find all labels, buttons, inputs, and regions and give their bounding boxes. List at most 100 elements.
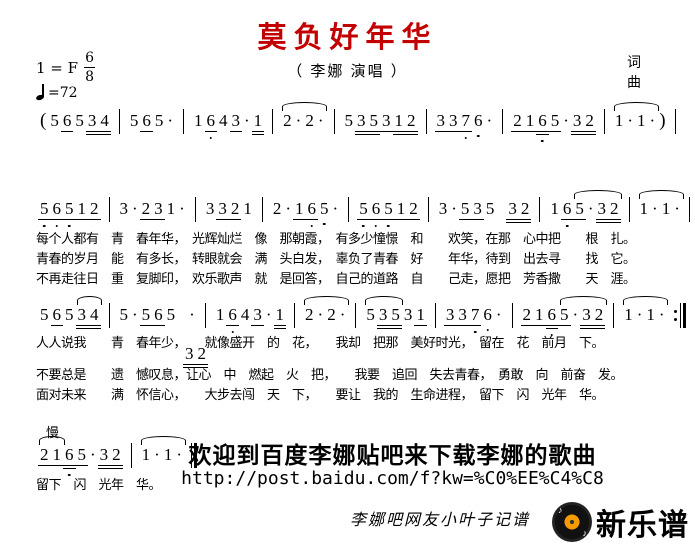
barline (425, 108, 427, 134)
measure: 2 · 2 · (301, 296, 350, 325)
note-token: 3 (403, 305, 413, 324)
note-token: · (627, 111, 634, 130)
low-octave-dot (310, 224, 314, 227)
note-token: · (132, 305, 138, 324)
thin-bar (679, 302, 681, 328)
low-octave-dot (68, 473, 71, 476)
note-token: 6 (50, 305, 63, 326)
note-token: 3 (376, 305, 389, 329)
thin-bar (674, 108, 676, 134)
low-octave-dot (550, 333, 554, 336)
note-token: 1 (251, 111, 264, 135)
barline (183, 108, 184, 134)
note-token: 1 (243, 199, 252, 218)
measure: 1 6 5 · 3 2 (546, 190, 623, 227)
note-token: 5 (357, 199, 370, 227)
measure: 3 3 7 6 · (433, 111, 497, 139)
note-token: · (285, 199, 292, 218)
barline (628, 196, 630, 222)
measure: 2 1 6 5 · 3 2 (509, 111, 598, 142)
note-token: 7 (459, 111, 472, 139)
note-token: · (179, 199, 185, 218)
music-line-intro: (5 6 5 3 4 5 6 5 · 1 6 4 3 · 1 2 · 2 · 5 3 5 3 1 2 3 3 7 6 · 2 1 6 5 · 3 2 1 ·… (36, 102, 676, 142)
low-octave-dot (323, 222, 326, 225)
note-token: · (652, 199, 658, 218)
note-token: 6 (560, 199, 573, 227)
low-octave-dot (477, 134, 480, 137)
measure: 1 · 1 ·) (611, 102, 670, 131)
note-token: 3 (456, 305, 469, 326)
quarter-note-icon (35, 84, 46, 102)
music-line-coda: 2 1 6 5 · 3 2 1 · 1 · (36, 436, 198, 476)
barline (272, 108, 274, 134)
note-token: · (658, 305, 665, 324)
note-token: 1 (550, 199, 559, 218)
note-token: 3 (216, 199, 229, 220)
note-token: · (189, 305, 195, 324)
note-token: 5 (573, 199, 586, 220)
note-token: · (587, 199, 594, 218)
barline (502, 108, 504, 134)
note-token: 2 (405, 111, 417, 135)
vinyl-record-icon (552, 502, 592, 542)
note-token: 1 (394, 199, 407, 220)
subtitle-performer: （ 李娜 演唱 ） (287, 63, 408, 80)
note-token: 3 (434, 111, 447, 132)
barline (603, 108, 605, 134)
note-token: 1 (624, 305, 633, 324)
promo-text: 欢迎到百度李娜贴吧来下载李娜的歌曲 (188, 442, 597, 469)
barline (294, 302, 296, 328)
barline (348, 196, 350, 222)
slur-arc (638, 190, 684, 199)
note-token: 1 (141, 445, 151, 464)
download-url: http://post.baidu.com/f?kw=%C0%EE%C4%C8 (181, 468, 604, 489)
note-token: · (339, 305, 346, 324)
thin-bar (688, 196, 690, 222)
note-token: 4 (219, 111, 228, 130)
note-token: 1 (639, 199, 649, 218)
key-signature: 1 = F 6 8 (36, 50, 96, 85)
note-token: 5 (40, 305, 49, 324)
note-token: · (332, 199, 339, 218)
note-token: 6 (204, 111, 217, 139)
barline (261, 196, 263, 222)
barline (511, 302, 513, 328)
music-line-verse: 5 6 5 1 2 3 · 2 3 1 · 3 3 2 1 2 · 1 6 5 · 5 6 5 1 2 3 · 5 3 5 3 2 1 6 5 · 3 2 1… (36, 190, 690, 227)
slur-arc (304, 296, 350, 305)
note-token: · (451, 199, 457, 218)
barline (434, 302, 436, 328)
barline (539, 196, 541, 222)
note-token: 6 (226, 305, 239, 333)
slur-arc (559, 296, 607, 305)
note-token: · (486, 111, 493, 130)
slur-arc (574, 190, 623, 199)
low-octave-dot (362, 224, 365, 227)
note-token: · (563, 111, 569, 130)
note-token: 2 (110, 445, 123, 469)
note-token: 5 (548, 111, 561, 132)
repeat-dot (673, 317, 677, 321)
low-octave-dot (374, 224, 378, 227)
note-token: 2 (88, 199, 100, 220)
note-token: 3 (380, 111, 392, 132)
measure: 1 · 1 · (620, 296, 669, 325)
lyric-row-chorus-1: 人人说我 青 春年少， 就像盛开 的 花， 我却 把那 美好时光， 留在 花 前… (36, 335, 605, 350)
barline (108, 302, 110, 328)
measure: 3 · 2 3 1 · (116, 199, 189, 220)
tempo-value: =72 (48, 85, 78, 101)
lyric-row-coda: 留下 闪 光年 华。 (36, 477, 162, 492)
slur-arc (140, 436, 186, 445)
measure: 5 · 5 6 5 · (116, 305, 199, 326)
barline (427, 196, 429, 222)
note-token: 3 (75, 305, 88, 329)
note-token: · (90, 445, 96, 464)
note-token: 3 (152, 199, 165, 220)
low-octave-dot (473, 330, 477, 333)
time-signature-denominator: 8 (85, 69, 95, 85)
repeat-dots (673, 309, 677, 321)
note-token: 5 (139, 305, 152, 326)
note-token: · (649, 111, 656, 130)
note-token: 4 (240, 305, 250, 324)
